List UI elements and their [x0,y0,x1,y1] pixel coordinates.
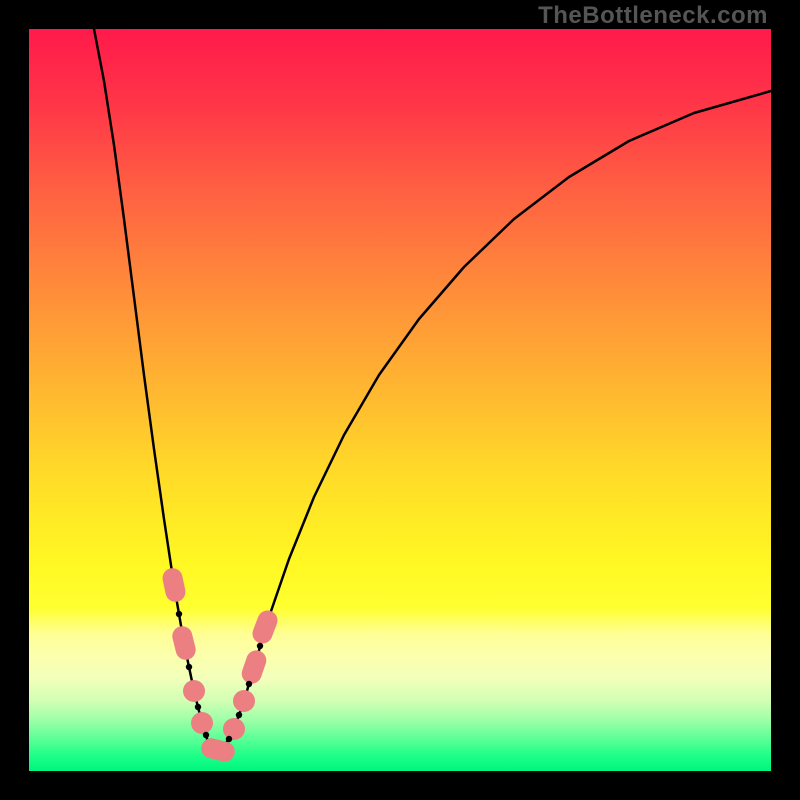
chart-container: TheBottleneck.com [0,0,800,800]
plot-area [29,29,771,771]
watermark-text: TheBottleneck.com [538,2,768,30]
curve-layer [29,29,771,771]
